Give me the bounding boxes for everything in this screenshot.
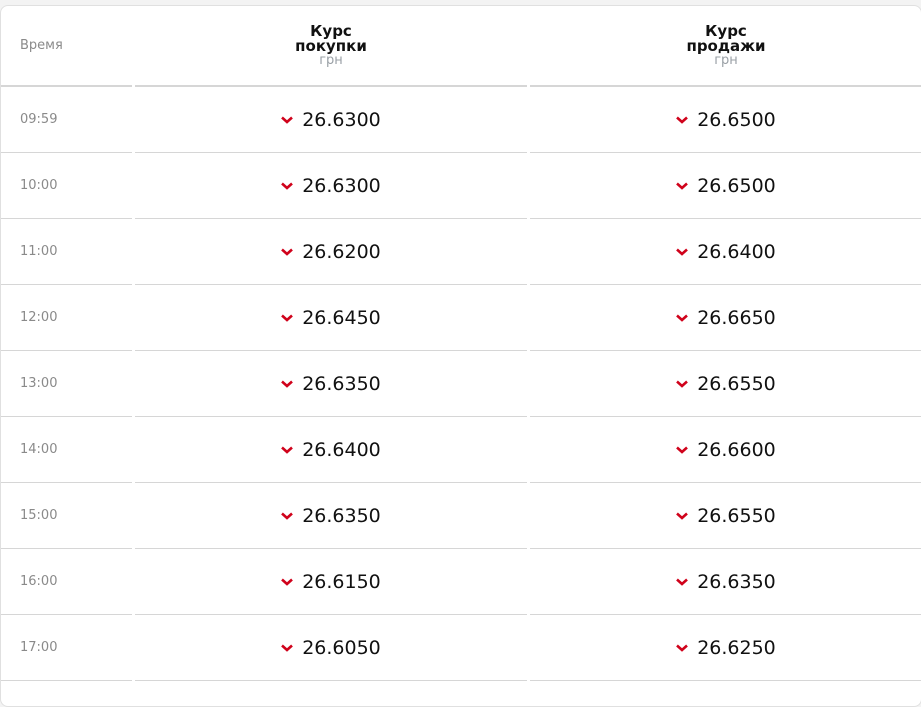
sell-cell: 26.6550	[530, 351, 921, 417]
sell-rate: 26.6550	[697, 504, 776, 527]
down-chevron-icon	[281, 505, 302, 527]
buy-rate: 26.6350	[302, 372, 381, 395]
buy-rate: 26.6200	[302, 240, 381, 263]
header-sell-label: Курс продажи	[686, 22, 766, 55]
row-time: 12:00	[1, 285, 132, 351]
down-chevron-icon	[281, 439, 302, 461]
down-chevron-icon	[676, 637, 697, 659]
buy-cell: 26.6350	[135, 351, 527, 417]
buy-cell: 26.6450	[135, 285, 527, 351]
buy-cell: 26.6200	[135, 219, 527, 285]
header-buy-label: Курс покупки	[295, 22, 367, 55]
sell-cell: 26.6250	[530, 615, 921, 681]
down-chevron-icon	[676, 373, 697, 395]
buy-cell: 26.6300	[135, 87, 527, 153]
sell-rate: 26.6650	[697, 306, 776, 329]
down-chevron-icon	[281, 109, 302, 131]
down-chevron-icon	[281, 373, 302, 395]
header-buy-unit: грн	[319, 53, 343, 68]
buy-cell: 26.6350	[135, 483, 527, 549]
sell-cell: 26.6500	[530, 87, 921, 153]
down-chevron-icon	[281, 637, 302, 659]
table-row: 16:00 26.6150 26.6350	[1, 549, 921, 615]
buy-rate: 26.6050	[302, 636, 381, 659]
row-time: 14:00	[1, 417, 132, 483]
sell-rate: 26.6400	[697, 240, 776, 263]
header-sell: Курс продажи грн	[530, 6, 921, 87]
header-buy: Курс покупки грн	[135, 6, 527, 87]
buy-rate: 26.6300	[302, 108, 381, 131]
sell-rate: 26.6250	[697, 636, 776, 659]
down-chevron-icon	[676, 241, 697, 263]
table-row: 17:00 26.6050 26.6250	[1, 615, 921, 681]
sell-rate: 26.6350	[697, 570, 776, 593]
down-chevron-icon	[676, 175, 697, 197]
down-chevron-icon	[281, 175, 302, 197]
table-row: 11:00 26.6200 26.6400	[1, 219, 921, 285]
table-row: 09:59 26.6300 26.6500	[1, 87, 921, 153]
table-row: 10:00 26.6300 26.6500	[1, 153, 921, 219]
sell-rate: 26.6500	[697, 108, 776, 131]
sell-cell: 26.6650	[530, 285, 921, 351]
row-time: 17:00	[1, 615, 132, 681]
rates-card: Время Курс покупки грн Курс продажи грн 09…	[0, 5, 921, 707]
buy-cell: 26.6050	[135, 615, 527, 681]
table-row: 13:00 26.6350 26.6550	[1, 351, 921, 417]
buy-rate: 26.6300	[302, 174, 381, 197]
buy-cell: 26.6150	[135, 549, 527, 615]
sell-rate: 26.6550	[697, 372, 776, 395]
sell-cell: 26.6500	[530, 153, 921, 219]
sell-rate: 26.6500	[697, 174, 776, 197]
down-chevron-icon	[676, 505, 697, 527]
buy-cell: 26.6300	[135, 153, 527, 219]
down-chevron-icon	[281, 307, 302, 329]
header-time: Время	[1, 6, 132, 87]
buy-rate: 26.6150	[302, 570, 381, 593]
header-sell-unit: грн	[714, 53, 738, 68]
rates-table: Время Курс покупки грн Курс продажи грн 09…	[0, 6, 921, 681]
table-row: 12:00 26.6450 26.6650	[1, 285, 921, 351]
buy-rate: 26.6400	[302, 438, 381, 461]
buy-rate: 26.6450	[302, 306, 381, 329]
row-time: 10:00	[1, 153, 132, 219]
buy-cell: 26.6400	[135, 417, 527, 483]
down-chevron-icon	[281, 241, 302, 263]
row-time: 09:59	[1, 87, 132, 153]
down-chevron-icon	[676, 571, 697, 593]
row-time: 11:00	[1, 219, 132, 285]
sell-cell: 26.6400	[530, 219, 921, 285]
header-row: Время Курс покупки грн Курс продажи грн	[1, 6, 921, 87]
row-time: 13:00	[1, 351, 132, 417]
row-time: 16:00	[1, 549, 132, 615]
row-time: 15:00	[1, 483, 132, 549]
sell-cell: 26.6550	[530, 483, 921, 549]
table-row: 15:00 26.6350 26.6550	[1, 483, 921, 549]
down-chevron-icon	[676, 109, 697, 131]
sell-cell: 26.6600	[530, 417, 921, 483]
sell-cell: 26.6350	[530, 549, 921, 615]
buy-rate: 26.6350	[302, 504, 381, 527]
down-chevron-icon	[676, 307, 697, 329]
sell-rate: 26.6600	[697, 438, 776, 461]
down-chevron-icon	[281, 571, 302, 593]
down-chevron-icon	[676, 439, 697, 461]
table-row: 14:00 26.6400 26.6600	[1, 417, 921, 483]
